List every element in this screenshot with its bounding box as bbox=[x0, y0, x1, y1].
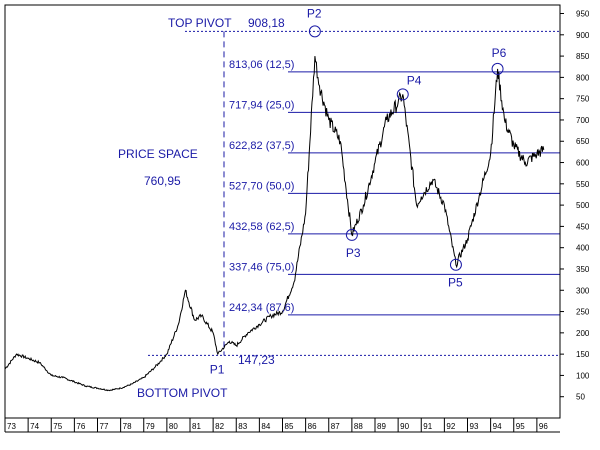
y-tick-label-13: 700 bbox=[576, 116, 590, 125]
y-tick-label-12: 650 bbox=[576, 137, 590, 146]
pivot-marker-p4 bbox=[396, 88, 409, 101]
y-tick-label-18: 950 bbox=[576, 10, 590, 19]
x-tick-label-14: 87 bbox=[331, 422, 340, 431]
y-tick-label-11: 600 bbox=[576, 159, 590, 168]
x-tick-label-4: 77 bbox=[100, 422, 109, 431]
price-series bbox=[4, 56, 545, 392]
x-tick-label-18: 91 bbox=[423, 422, 432, 431]
x-tick-label-2: 75 bbox=[53, 422, 62, 431]
y-tick-label-0: 50 bbox=[576, 393, 585, 402]
x-tick-label-6: 79 bbox=[146, 422, 155, 431]
x-tick-label-0: 73 bbox=[7, 422, 16, 431]
x-tick-label-7: 80 bbox=[169, 422, 178, 431]
y-tick-label-1: 100 bbox=[576, 371, 590, 380]
x-tick-label-20: 93 bbox=[470, 422, 479, 431]
y-tick-label-7: 400 bbox=[576, 244, 590, 253]
y-tick-label-16: 850 bbox=[576, 52, 590, 61]
price-space-label: PRICE SPACE bbox=[118, 147, 198, 161]
x-tick-label-22: 95 bbox=[516, 422, 525, 431]
x-tick-label-1: 74 bbox=[30, 422, 39, 431]
y-tick-label-6: 350 bbox=[576, 265, 590, 274]
price-space-value: 760,95 bbox=[144, 174, 181, 188]
y-tick-label-9: 500 bbox=[576, 201, 590, 210]
fib-level-label-2: 622,82 (37,5) bbox=[229, 140, 294, 152]
y-tick-label-10: 550 bbox=[576, 180, 590, 189]
y-tick-label-17: 900 bbox=[576, 31, 590, 40]
y-tick-label-2: 150 bbox=[576, 350, 590, 359]
pivot-marker-p5 bbox=[449, 258, 462, 271]
x-tick-label-13: 86 bbox=[308, 422, 317, 431]
fib-level-label-5: 337,46 (75,0) bbox=[229, 261, 294, 273]
x-tick-label-3: 76 bbox=[76, 422, 85, 431]
fib-level-label-4: 432,58 (62,5) bbox=[229, 221, 294, 233]
axes: 50 100 150 200 250 300 350 400 450 500 550 600 650 70… bbox=[4, 4, 590, 433]
x-tick-label-10: 83 bbox=[238, 422, 247, 431]
pivot-marker-p6 bbox=[491, 62, 504, 75]
x-tick-label-19: 92 bbox=[446, 422, 455, 431]
pivot-label-p3: P3 bbox=[346, 246, 361, 260]
x-tick-label-16: 89 bbox=[377, 422, 386, 431]
bottom-pivot-label: BOTTOM PIVOT bbox=[137, 386, 228, 400]
fib-level-lines bbox=[148, 30, 560, 356]
x-tick-label-21: 94 bbox=[493, 422, 502, 431]
fib-level-label-3: 527,70 (50,0) bbox=[229, 180, 294, 192]
x-tick-label-23: 96 bbox=[539, 422, 548, 431]
pivot-marker-p2 bbox=[308, 25, 321, 38]
x-tick-label-11: 84 bbox=[261, 422, 270, 431]
x-tick-label-17: 90 bbox=[400, 422, 409, 431]
x-tick-label-5: 78 bbox=[123, 422, 132, 431]
fib-level-label-0: 813,06 (12,5) bbox=[229, 59, 294, 71]
bottom-pivot-value: 147,23 bbox=[238, 353, 275, 367]
x-tick-label-9: 82 bbox=[215, 422, 224, 431]
pivot-label-p2: P2 bbox=[307, 6, 322, 20]
x-tick-label-8: 81 bbox=[192, 422, 201, 431]
annotations: 813,06 (12,5) 717,94 (25,0) 622,82 (37,5) 5… bbox=[118, 6, 507, 400]
price-line bbox=[4, 56, 545, 392]
y-tick-label-5: 300 bbox=[576, 286, 590, 295]
y-tick-label-4: 250 bbox=[576, 308, 590, 317]
fib-level-label-6: 242,34 (87,6) bbox=[229, 302, 294, 314]
pivot-label-p5: P5 bbox=[448, 276, 463, 290]
pivot-label-p1: P1 bbox=[210, 362, 225, 376]
x-tick-label-15: 88 bbox=[354, 422, 363, 431]
fib-level-label-1: 717,94 (25,0) bbox=[229, 99, 294, 111]
y-tick-label-3: 200 bbox=[576, 329, 590, 338]
y-tick-label-15: 800 bbox=[576, 73, 590, 82]
top-pivot-label: TOP PIVOT bbox=[168, 16, 232, 30]
pivot-label-p4: P4 bbox=[407, 73, 422, 87]
y-tick-label-14: 750 bbox=[576, 95, 590, 104]
top-pivot-value: 908,18 bbox=[248, 16, 285, 30]
y-tick-label-8: 450 bbox=[576, 222, 590, 231]
pivot-label-p6: P6 bbox=[492, 46, 507, 60]
x-tick-label-12: 85 bbox=[285, 422, 294, 431]
pivot-marker-p3 bbox=[345, 228, 358, 241]
